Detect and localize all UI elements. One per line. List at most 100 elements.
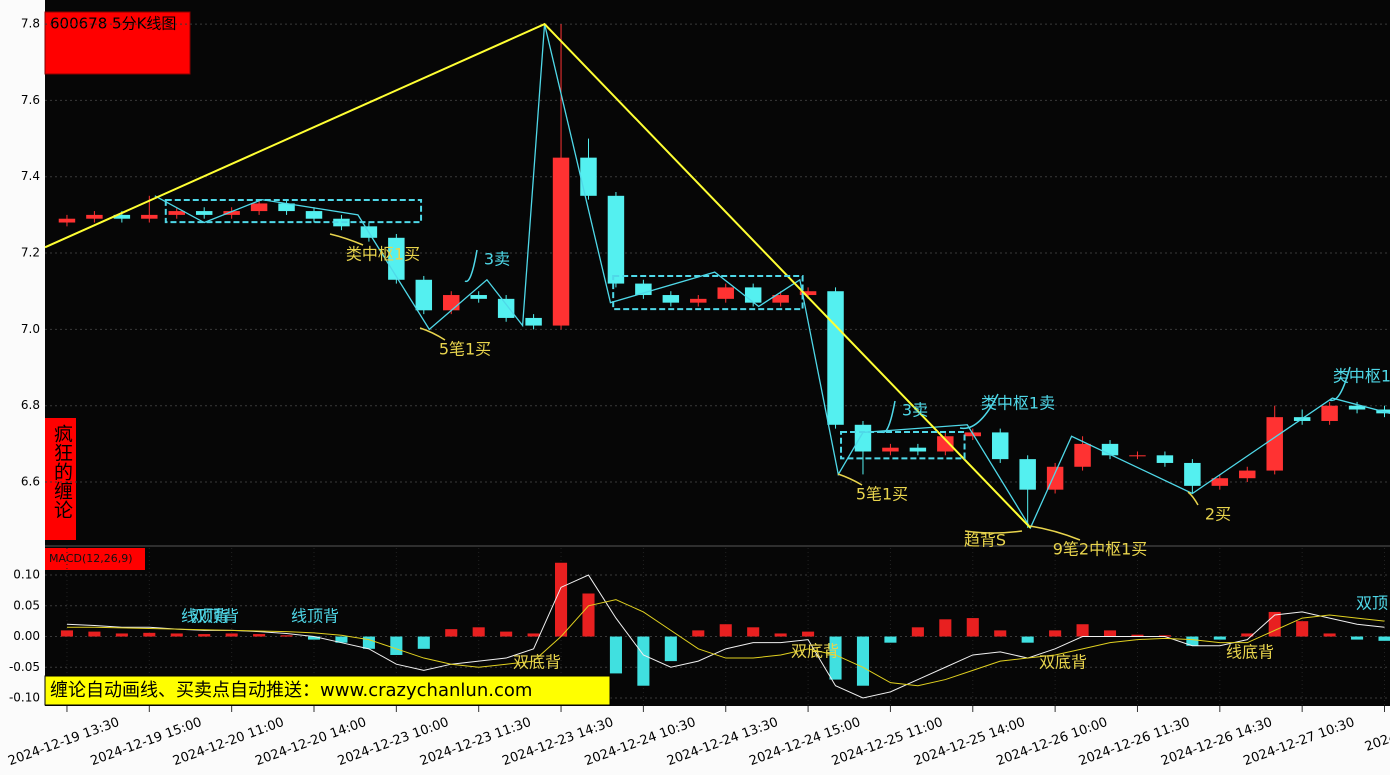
macd-bar: [1296, 621, 1309, 637]
macd-bar: [802, 631, 815, 637]
annotation: 双底背: [791, 642, 839, 661]
y-tick-label: 0.00: [13, 629, 40, 643]
annotation-arrow: [329, 233, 364, 246]
macd-bar: [939, 619, 952, 637]
y-tick-label: 7.0: [21, 322, 40, 336]
annotation-arrow: [419, 327, 446, 341]
candle-body: [1046, 466, 1064, 490]
macd-bar: [1076, 624, 1089, 637]
macd-bar: [719, 624, 732, 637]
macd-bar: [829, 636, 842, 680]
candle-body: [497, 298, 515, 318]
y-tick-label: 0.10: [13, 568, 40, 582]
candle-body: [1019, 459, 1036, 490]
annotation-arrow: [881, 400, 896, 434]
macd-bar: [966, 618, 979, 637]
candle-body: [470, 295, 487, 299]
candle-body: [141, 214, 158, 219]
stroke-line: [154, 23, 1390, 530]
candle-body: [168, 211, 185, 215]
candle-body: [195, 211, 213, 215]
macd-title-box: [45, 548, 145, 570]
annotation: 线顶背: [291, 607, 339, 626]
candle-body: [113, 214, 131, 219]
candle-body: [525, 317, 542, 326]
macd-bar: [225, 633, 238, 637]
candle-body: [909, 447, 927, 452]
candle-body: [1321, 405, 1338, 421]
title-box: [44, 11, 191, 75]
annotation: 趋背S: [964, 531, 1006, 550]
macd-bar: [527, 633, 540, 637]
annotation: 线底背: [1226, 643, 1274, 662]
annotation-arrow: [964, 530, 1023, 534]
macd-bar: [253, 634, 266, 637]
macd-bar: [1241, 633, 1254, 637]
macd-bar: [664, 636, 677, 662]
annotation: 5笔1买: [856, 485, 908, 504]
macd-bar: [115, 633, 128, 637]
y-tick-label: 7.4: [21, 169, 40, 183]
macd-bar: [1378, 636, 1390, 641]
macd-bar: [609, 636, 622, 674]
candle-body: [1156, 455, 1174, 463]
macd-bar: [1158, 635, 1171, 637]
annotation: 双底背: [513, 653, 561, 672]
candle-body: [662, 295, 680, 303]
macd-bar: [911, 627, 924, 637]
candle-body: [223, 211, 240, 215]
annotation: 类中枢1买: [346, 245, 420, 264]
annotation: 双顶: [1356, 594, 1388, 613]
macd-bar: [856, 636, 870, 686]
macd-bar: [335, 636, 348, 643]
chart-title: 600678 5分K线图: [50, 15, 176, 33]
trend-line: [44, 22, 1032, 529]
pivot-box: [612, 274, 804, 311]
macd-bar: [362, 636, 375, 649]
macd-line: [66, 574, 1385, 699]
macd-bar: [280, 635, 293, 637]
candle-body: [1129, 455, 1146, 457]
candle-body: [854, 424, 872, 452]
candle-body: [1266, 417, 1283, 471]
pivot-box: [840, 431, 966, 460]
macd-bar: [88, 631, 101, 637]
macd-bar: [555, 562, 568, 637]
macd-bar: [884, 636, 897, 643]
macd-bar: [994, 630, 1007, 637]
macd-line: [66, 599, 1385, 687]
annotation: 3卖: [484, 250, 510, 269]
macd-bar: [472, 627, 485, 637]
candle-body: [278, 203, 295, 212]
y-tick-label: 6.8: [21, 398, 40, 412]
macd-bar: [1186, 636, 1199, 646]
macd-bar: [170, 633, 183, 637]
candle-body: [799, 291, 817, 296]
side-label-box: [45, 418, 76, 540]
macd-bar: [1323, 633, 1336, 637]
candle-body: [1239, 470, 1256, 479]
candle-body: [1101, 443, 1119, 456]
pivot-box: [164, 199, 423, 224]
macd-bar: [1213, 636, 1226, 640]
macd-bar: [445, 629, 458, 637]
annotation: 2买: [1205, 505, 1231, 524]
candle-body: [552, 157, 570, 326]
y-tick-label: 6.6: [21, 475, 40, 489]
plot-background: [45, 0, 1390, 706]
macd-bar: [692, 630, 705, 637]
candle-body: [937, 436, 954, 452]
y-tick-label: 7.8: [21, 17, 40, 31]
annotation: 双底背: [1039, 653, 1087, 672]
candle-body: [1184, 462, 1201, 486]
macd-title: MACD(12,26,9): [49, 552, 133, 565]
candle-body: [772, 295, 789, 303]
candle-body: [86, 214, 103, 219]
macd-bar: [747, 627, 760, 637]
candle-body: [827, 291, 844, 425]
annotation-arrow: [1029, 525, 1081, 541]
candle-body: [415, 279, 433, 311]
annotation: 9笔2中枢1买: [1053, 540, 1148, 559]
y-tick-label: -0.05: [9, 660, 40, 674]
candle-body: [744, 287, 762, 303]
